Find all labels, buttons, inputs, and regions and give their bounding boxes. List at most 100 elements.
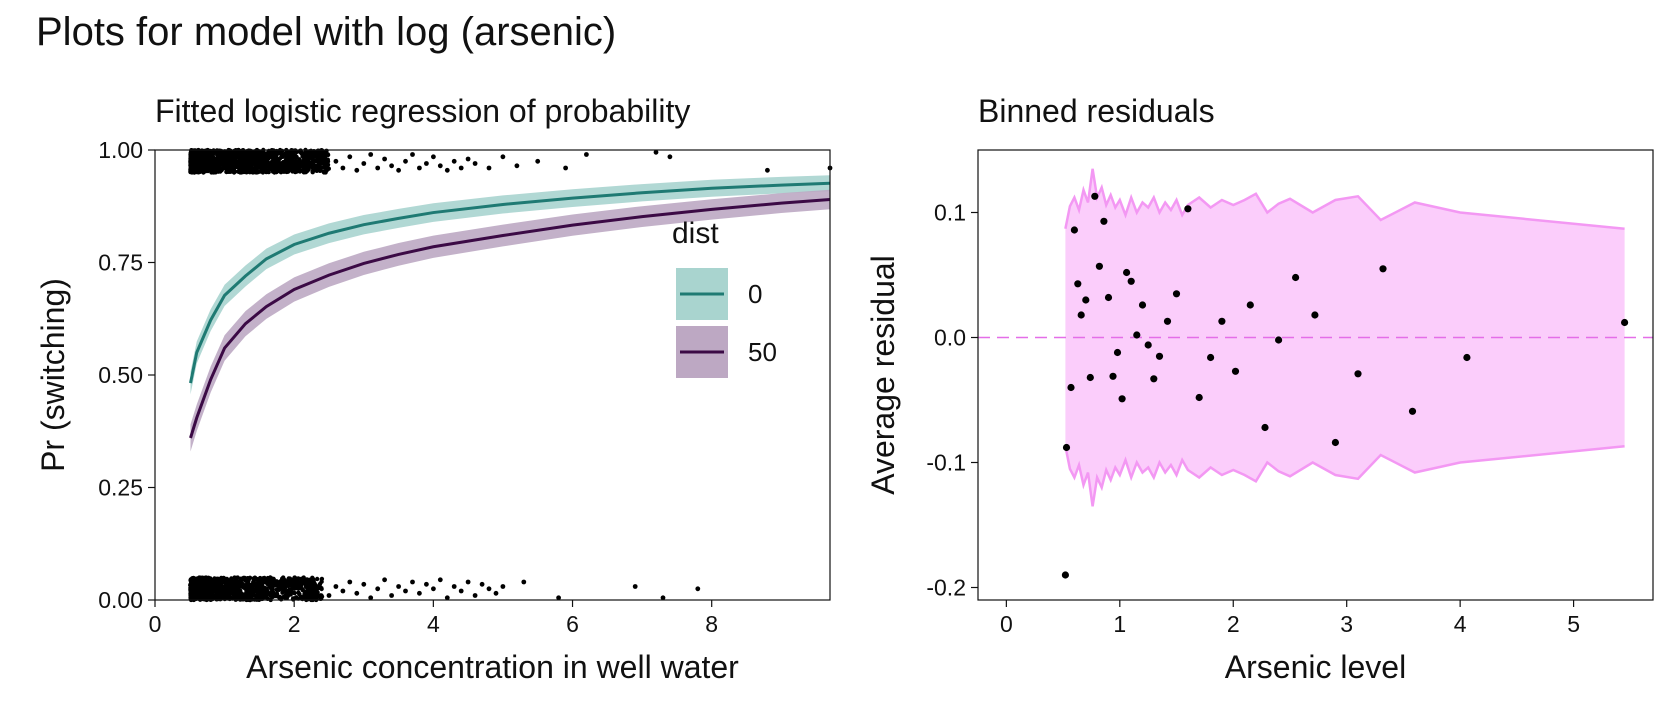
jitter-point (653, 149, 659, 155)
jitter-point (238, 155, 243, 161)
residual-point (1195, 393, 1203, 402)
right-x-axis-label: Arsenic level (1225, 649, 1406, 685)
jitter-point (249, 584, 254, 589)
jitter-point (417, 165, 422, 171)
y-tick-label: -0.2 (926, 575, 966, 601)
jitter-point (303, 150, 309, 155)
jitter-point (253, 150, 258, 155)
jitter-point (206, 585, 211, 590)
residual-point (1231, 367, 1240, 375)
residual-point (1067, 383, 1075, 392)
residual-point (1061, 571, 1069, 579)
jitter-point (217, 166, 222, 171)
jitter-point (277, 167, 283, 173)
jitter-point (219, 584, 225, 589)
x-tick-label: 8 (705, 611, 718, 637)
jitter-point (486, 586, 492, 592)
jitter-point (238, 170, 243, 175)
y-tick-label: 0.50 (98, 362, 143, 388)
jitter-point (205, 575, 211, 581)
jitter-point (201, 168, 206, 173)
y-tick-label: -0.1 (926, 450, 966, 476)
jitter-point (307, 593, 312, 598)
jitter-point (221, 578, 226, 583)
jitter-point (202, 594, 208, 599)
jitter-point (410, 152, 415, 157)
jitter-point (218, 156, 223, 162)
jitter-point (271, 579, 277, 584)
jitter-point (307, 582, 312, 587)
jitter-point (493, 590, 499, 596)
jitter-point (500, 154, 506, 160)
jitter-point (229, 585, 235, 590)
jitter-point (224, 150, 229, 156)
residual-point (1184, 205, 1192, 213)
jitter-point (267, 162, 272, 168)
jitter-point (258, 586, 264, 591)
jitter-point (264, 154, 269, 160)
residual-point (1095, 262, 1103, 270)
jitter-point (262, 590, 267, 595)
residual-point (1082, 296, 1090, 304)
jitter-point (288, 579, 293, 584)
x-tick-label: 3 (1340, 611, 1353, 637)
jitter-point (231, 592, 237, 597)
jitter-point (188, 577, 194, 582)
jitter-point (242, 153, 247, 158)
jitter-point (695, 586, 701, 592)
y-tick-label: 0.00 (98, 587, 143, 613)
jitter-point (292, 590, 297, 596)
jitter-point (227, 588, 232, 593)
jitter-point (264, 595, 270, 601)
jitter-point (215, 576, 221, 581)
jitter-point (368, 152, 374, 157)
binned-residuals-panel: Binned residuals 0 1 2 3 4 5 -0.2 -0.1 0.0 0.1 A… (865, 93, 1654, 685)
jitter-point (417, 590, 422, 596)
fitted-logistic-panel: Fitted logistic regression of probabilit… (35, 93, 833, 685)
residual-point (1100, 217, 1108, 225)
jitter-point (224, 584, 229, 590)
jitter-point (584, 152, 589, 157)
jitter-point (305, 166, 310, 171)
residual-point (1172, 290, 1181, 298)
residual-point (1379, 265, 1387, 273)
jitter-point (340, 165, 346, 171)
jitter-point (299, 576, 304, 581)
jitter-point (319, 576, 325, 582)
jitter-point (205, 165, 210, 170)
jitter-point (286, 155, 292, 161)
jitter-point (222, 591, 228, 596)
jitter-point (280, 576, 285, 581)
jitter-point (276, 162, 281, 167)
jitter-point (233, 576, 238, 581)
jitter-point (563, 165, 568, 171)
jitter-point (322, 153, 327, 158)
jitter-point (232, 162, 237, 168)
jitter-point (333, 158, 339, 164)
residual-point (1104, 293, 1113, 302)
y-tick-label: 0.0 (934, 325, 966, 351)
residual-point (1133, 331, 1141, 339)
jitter-point (321, 161, 326, 166)
jitter-point (321, 170, 327, 175)
jitter-point (294, 154, 299, 160)
residual-point (1311, 311, 1319, 319)
jitter-point (272, 593, 278, 598)
jitter-point (286, 587, 292, 592)
x-tick-label: 6 (566, 611, 579, 637)
jitter-point (444, 167, 450, 173)
jitter-point (305, 586, 310, 591)
jitter-point (250, 170, 256, 175)
jitter-point (271, 166, 277, 172)
figure-title: Plots for model with log (arsenic) (36, 10, 617, 54)
jitter-point (326, 593, 332, 598)
jitter-point (317, 149, 322, 155)
jitter-point (431, 154, 436, 160)
jitter-point (211, 578, 216, 583)
band-dist-50 (190, 189, 830, 452)
jitter-point (251, 587, 256, 593)
x-tick-label: 1 (1113, 611, 1126, 637)
jitter-point (248, 150, 253, 155)
jitter-point (310, 152, 315, 157)
